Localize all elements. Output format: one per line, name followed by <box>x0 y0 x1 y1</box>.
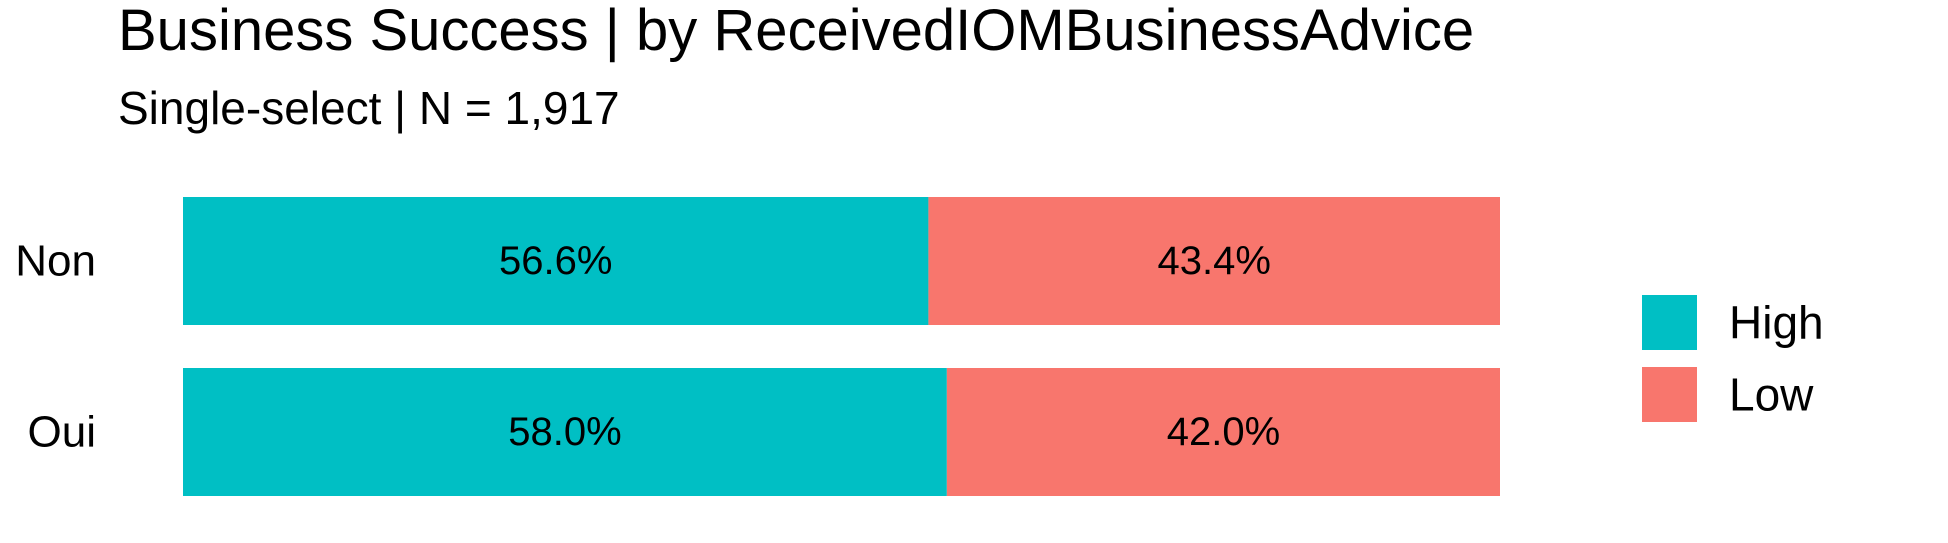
bar-non-high <box>183 197 929 325</box>
bar-non-low <box>928 197 1500 325</box>
legend-label-high: High <box>1729 297 1824 349</box>
category-label-oui: Oui <box>28 408 96 457</box>
chart-title: Business Success | by ReceivedIOMBusines… <box>118 0 1474 63</box>
legend-key-high <box>1642 295 1697 350</box>
chart-subtitle: Single-select | N = 1,917 <box>118 82 620 134</box>
data-label-non-low: 43.4% <box>1158 239 1271 283</box>
legend-label-low: Low <box>1729 369 1814 421</box>
data-label-oui-high: 58.0% <box>508 410 621 454</box>
data-label-non-high: 56.6% <box>499 239 612 283</box>
legend-key-low <box>1642 367 1697 422</box>
category-label-non: Non <box>15 237 96 286</box>
data-label-oui-low: 42.0% <box>1167 410 1280 454</box>
legend: High Low <box>1642 295 1824 422</box>
bar-oui-low <box>946 368 1500 496</box>
plot-area: Non 56.6% 43.4% Oui 58.0% 42.0% <box>15 197 1500 496</box>
bar-oui-high <box>183 368 947 496</box>
